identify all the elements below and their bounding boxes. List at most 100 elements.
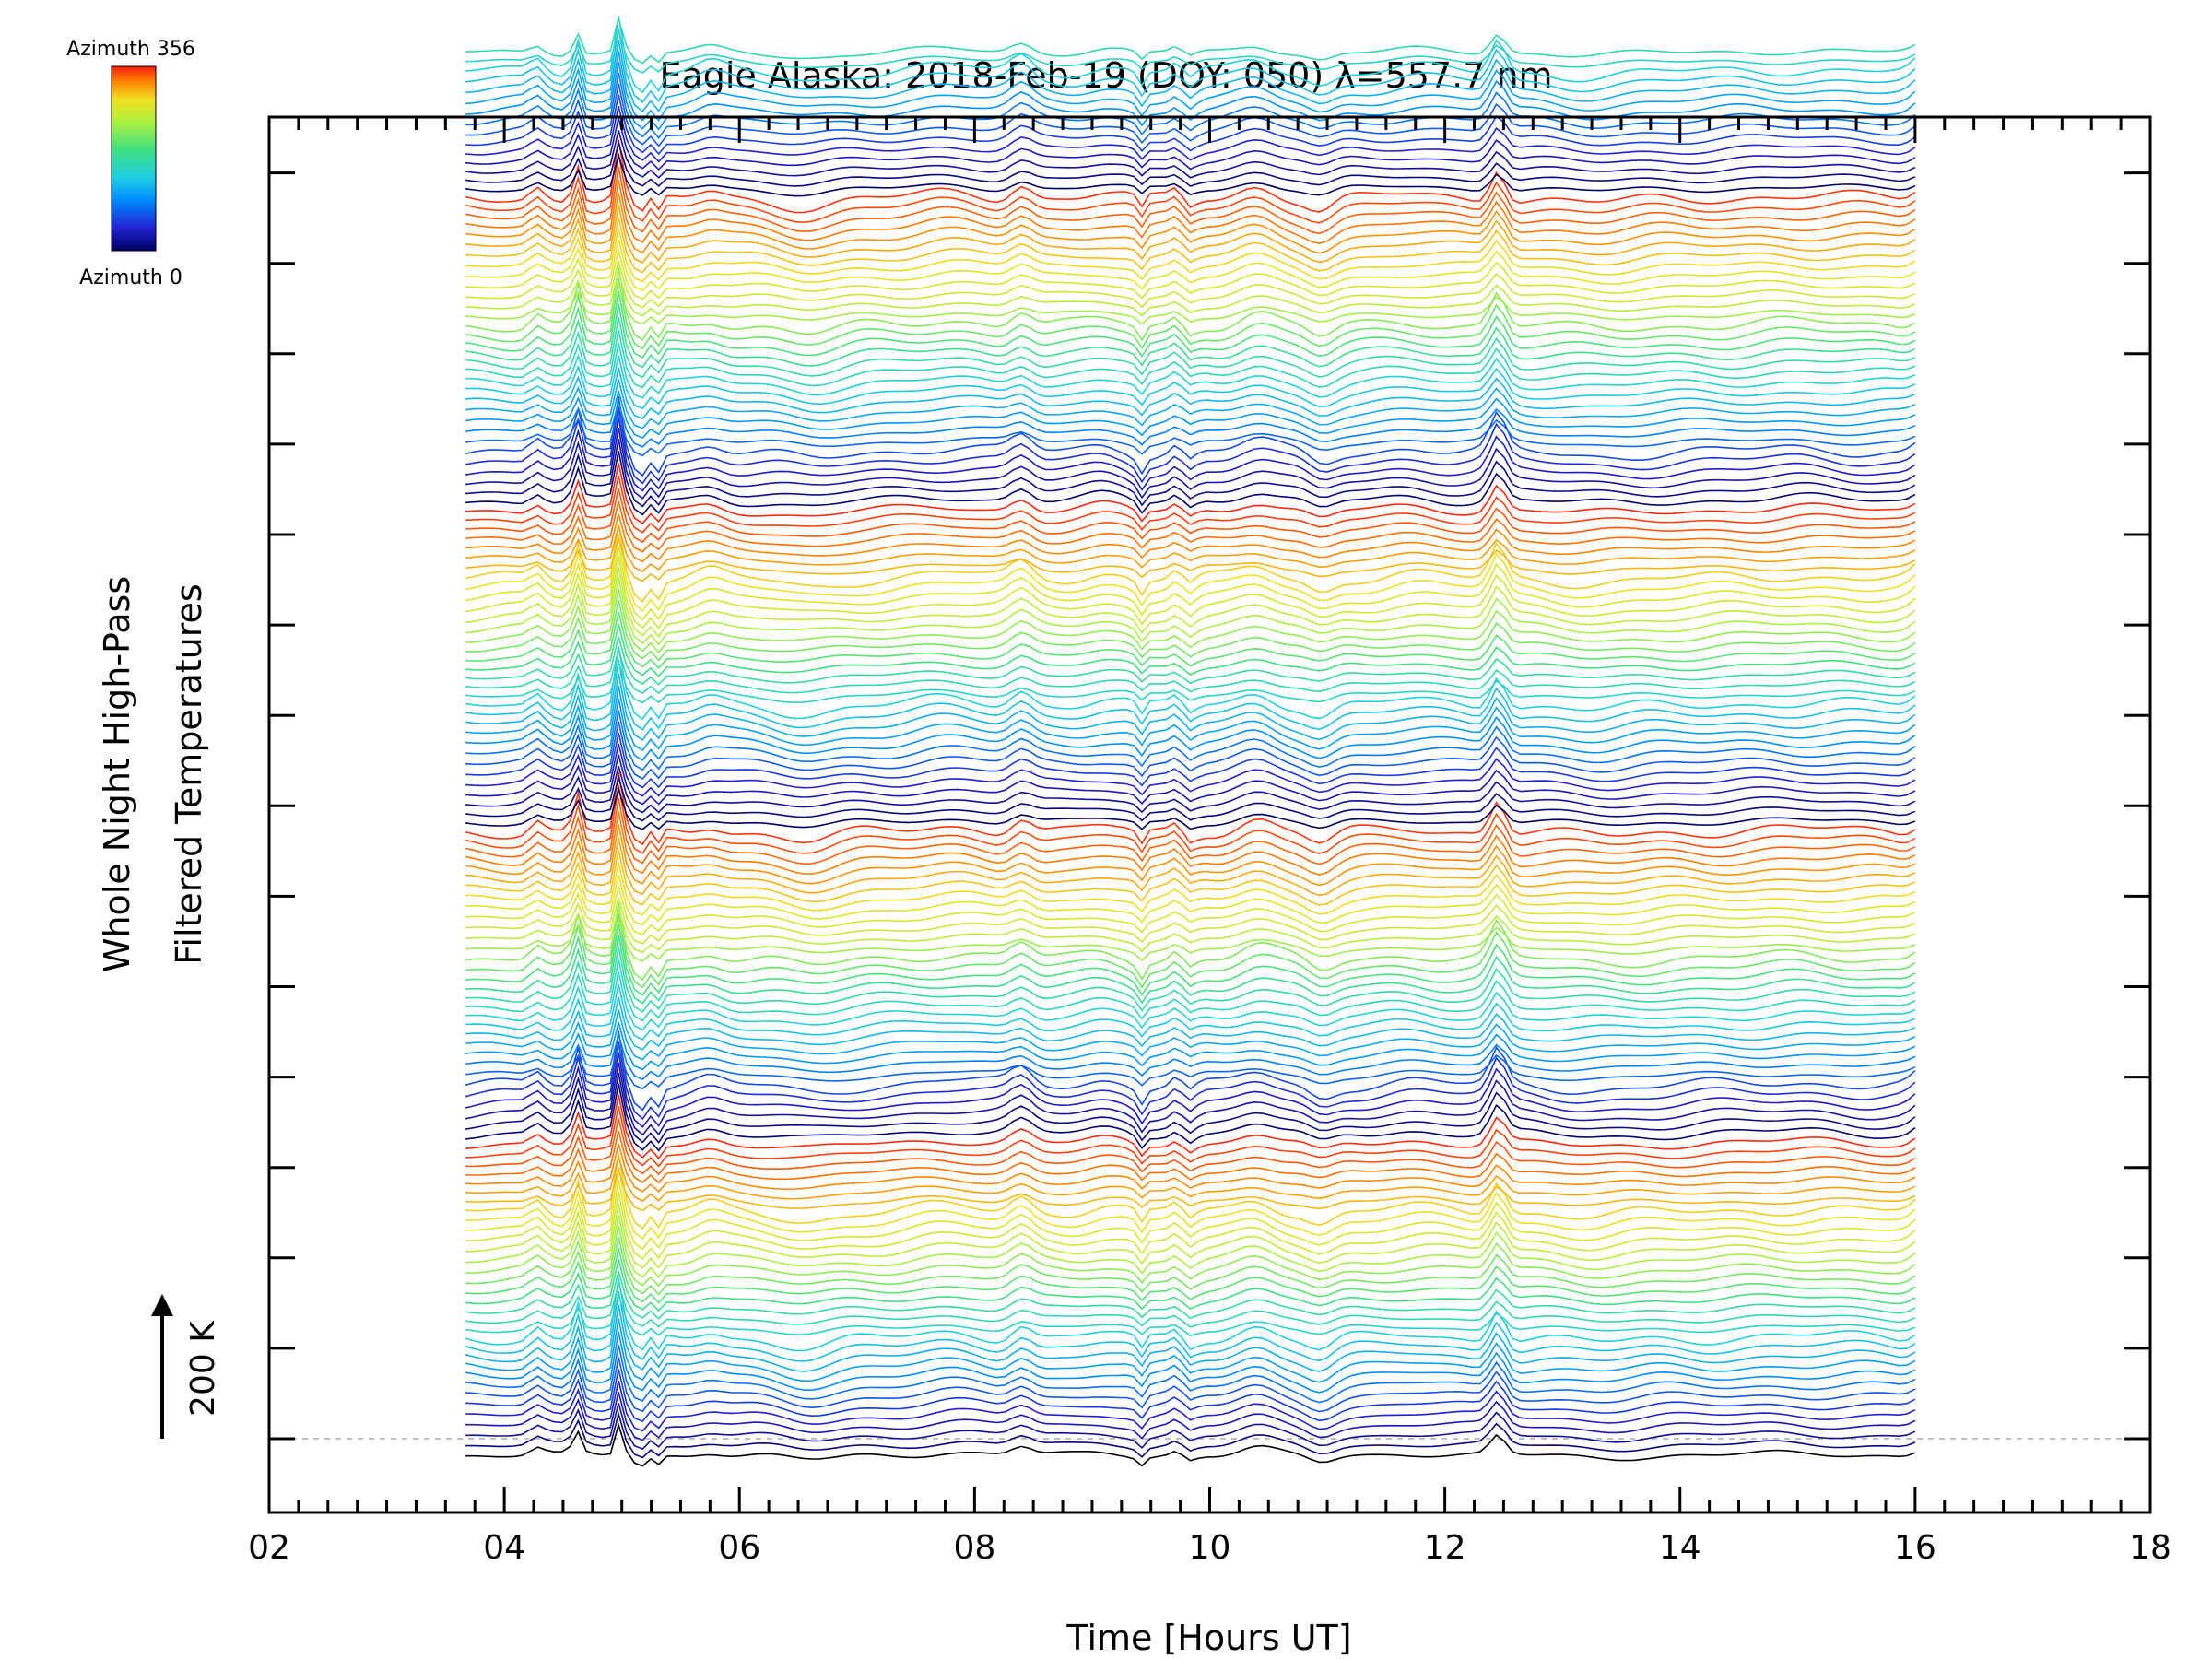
series-line [465, 1106, 1916, 1168]
series-line [465, 660, 1916, 731]
series-line [465, 710, 1916, 771]
series-line [465, 130, 1916, 179]
series-line [465, 39, 1916, 113]
series-line [465, 398, 1916, 448]
series-line [465, 1030, 1916, 1080]
series-line [465, 1153, 1916, 1230]
series-line [465, 1118, 1916, 1176]
series-line [465, 1357, 1916, 1413]
series-line [465, 139, 1916, 187]
series-line [465, 117, 1916, 171]
series-line [465, 500, 1916, 553]
series-line [465, 83, 1916, 147]
series-line [465, 636, 1916, 686]
series-line [465, 166, 1916, 235]
x-tick-label: 10 [1189, 1529, 1231, 1567]
series-line [465, 1179, 1916, 1251]
series-line [465, 417, 1916, 492]
series-line [465, 1410, 1916, 1459]
x-tick-label: 08 [953, 1529, 995, 1567]
series-line [465, 450, 1916, 516]
series-line [465, 329, 1916, 389]
x-tick-label: 06 [718, 1529, 760, 1567]
series-line [465, 1259, 1916, 1312]
series-line [465, 902, 1916, 982]
series-line [465, 1052, 1916, 1128]
series-line [465, 1192, 1916, 1260]
series-line [465, 623, 1916, 677]
series-line [465, 765, 1916, 814]
series-line [465, 1226, 1916, 1288]
series-line [465, 1167, 1916, 1241]
series-line [465, 16, 1916, 94]
series-line [465, 1166, 1916, 1212]
series-line [465, 1318, 1916, 1383]
series-line [465, 217, 1916, 274]
series-line [465, 886, 1916, 935]
series-line [465, 396, 1916, 477]
scale-bar-label: 200 K [184, 1320, 222, 1417]
x-tick-label: 18 [2129, 1529, 2171, 1567]
series-line [465, 996, 1916, 1051]
series-line [465, 1143, 1916, 1193]
series-line [465, 1062, 1916, 1136]
series-line [465, 61, 1916, 131]
series-line [465, 837, 1916, 897]
series-line [465, 1292, 1916, 1337]
series-line [465, 1094, 1916, 1160]
series-line [465, 797, 1916, 865]
series-line [465, 278, 1916, 350]
series-line [465, 1083, 1916, 1152]
series-line [465, 153, 1916, 224]
series-line [465, 659, 1916, 704]
series-line [465, 280, 1916, 325]
scale-bar: 200 K [151, 1294, 222, 1439]
series-line [465, 1215, 1916, 1278]
series-line [465, 180, 1916, 245]
series-line [465, 686, 1916, 752]
series-line [465, 1030, 1916, 1112]
series-line [465, 439, 1916, 508]
colorbar-bottom-label: Azimuth 0 [79, 266, 182, 289]
x-tick-label: 12 [1424, 1529, 1466, 1567]
series-line [465, 535, 1916, 612]
series-line [465, 673, 1916, 741]
series-line [465, 1009, 1916, 1061]
series-line [465, 721, 1916, 781]
series-line [465, 577, 1916, 646]
series-line [465, 427, 1916, 500]
series-line [465, 754, 1916, 806]
series-line [465, 488, 1916, 544]
series-line [465, 193, 1916, 254]
series-line [465, 15, 1916, 65]
series-line [465, 266, 1916, 342]
series-group [465, 15, 1916, 1467]
series-line [465, 771, 1916, 846]
series-line [465, 379, 1916, 429]
series-line [465, 106, 1916, 163]
series-line [465, 1279, 1916, 1328]
series-line [465, 1331, 1916, 1394]
series-line [465, 250, 1916, 300]
series-line [465, 205, 1916, 264]
series-line [465, 959, 1916, 1022]
series-line [465, 1041, 1916, 1120]
x-tick-label: 14 [1659, 1529, 1701, 1567]
x-axis-label: Time [Hours UT] [1065, 1618, 1351, 1658]
series-line [465, 567, 1916, 639]
series-line [465, 947, 1916, 1013]
series-line [465, 1236, 1916, 1296]
series-line [465, 971, 1916, 1031]
colorbar-top-label: Azimuth 356 [66, 38, 195, 61]
series-line [465, 743, 1916, 797]
x-tick-label: 16 [1894, 1529, 1936, 1567]
x-tick-label: 02 [248, 1529, 290, 1567]
series-line [465, 556, 1916, 629]
series-line [465, 228, 1916, 283]
series-line [465, 94, 1916, 156]
series-line [465, 390, 1916, 439]
series-line [465, 935, 1916, 1005]
series-line [465, 774, 1916, 822]
series-line [465, 1392, 1916, 1441]
series-line [465, 139, 1916, 214]
